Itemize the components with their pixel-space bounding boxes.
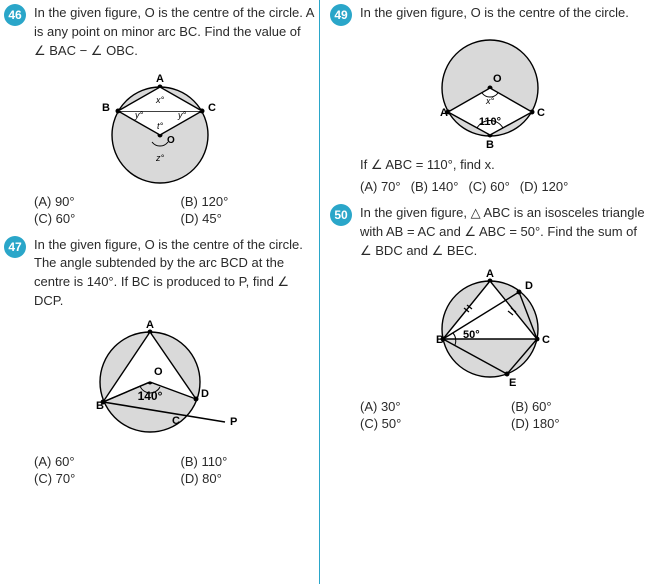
svg-text:A: A: [156, 73, 164, 85]
svg-text:B: B: [102, 102, 110, 114]
svg-text:D: D: [525, 280, 533, 292]
question-49: 49 In the given figure, O is the centre …: [330, 4, 650, 26]
q50-options: (A) 30° (B) 60° (C) 50° (D) 180°: [360, 399, 650, 431]
svg-text:C: C: [208, 102, 216, 114]
q49-text1: In the given figure, O is the centre of …: [360, 4, 650, 26]
svg-text:t°: t°: [156, 121, 163, 131]
svg-text:B: B: [96, 400, 104, 412]
svg-text:x°: x°: [485, 96, 495, 106]
question-46: 46 In the given figure, O is the centre …: [4, 4, 315, 61]
q47-opt-c: (C) 70°: [34, 471, 169, 486]
q47-options: (A) 60° (B) 110° (C) 70° (D) 80°: [34, 454, 315, 486]
q50-opt-a: (A) 30°: [360, 399, 499, 414]
svg-text:x°: x°: [154, 95, 164, 105]
svg-text:C: C: [537, 107, 545, 119]
svg-text:50°: 50°: [463, 329, 480, 341]
question-47: 47 In the given figure, O is the centre …: [4, 236, 315, 311]
badge-49: 49: [330, 4, 352, 26]
svg-text:110°: 110°: [479, 116, 501, 128]
svg-text:E: E: [509, 377, 516, 389]
q50-text: In the given figure, △ ABC is an isoscel…: [360, 204, 650, 261]
q49-text2: If ∠ ABC = 110°, find x.: [360, 157, 650, 173]
q46-opt-b: (B) 120°: [181, 194, 316, 209]
q50-opt-c: (C) 50°: [360, 416, 499, 431]
q47-opt-d: (D) 80°: [181, 471, 316, 486]
left-column: 46 In the given figure, O is the centre …: [0, 0, 320, 584]
svg-text:B: B: [436, 334, 444, 346]
svg-text:C: C: [542, 334, 550, 346]
q47-opt-a: (A) 60°: [34, 454, 169, 469]
svg-text:P: P: [230, 416, 237, 428]
badge-47: 47: [4, 236, 26, 258]
q49-opt-c: (C) 60°: [468, 179, 509, 194]
right-column: 49 In the given figure, O is the centre …: [320, 0, 654, 584]
q46-opt-a: (A) 90°: [34, 194, 169, 209]
q49-opt-d: (D) 120°: [520, 179, 569, 194]
svg-text:B: B: [486, 139, 494, 150]
q49-opt-a: (A) 70°: [360, 179, 401, 194]
q49-options: (A) 70° (B) 140° (C) 60° (D) 120°: [360, 179, 650, 194]
q50-figure: A D B C E 50°: [330, 267, 650, 395]
svg-text:D: D: [201, 388, 209, 400]
svg-text:O: O: [493, 73, 502, 85]
q47-opt-b: (B) 110°: [181, 454, 316, 469]
svg-text:y°: y°: [177, 110, 187, 120]
q50-opt-b: (B) 60°: [511, 399, 650, 414]
svg-text:C: C: [172, 415, 180, 427]
q46-opt-c: (C) 60°: [34, 211, 169, 226]
badge-46: 46: [4, 4, 26, 26]
svg-text:A: A: [486, 268, 494, 280]
q49-figure: O A C B x° 110°: [330, 32, 650, 153]
svg-text:A: A: [146, 319, 154, 331]
q47-text: In the given figure, O is the centre of …: [34, 236, 315, 311]
q50-opt-d: (D) 180°: [511, 416, 650, 431]
q46-opt-d: (D) 45°: [181, 211, 316, 226]
badge-50: 50: [330, 204, 352, 226]
q46-options: (A) 90° (B) 120° (C) 60° (D) 45°: [34, 194, 315, 226]
svg-text:O: O: [167, 135, 175, 146]
question-50: 50 In the given figure, △ ABC is an isos…: [330, 204, 650, 261]
q49-opt-b: (B) 140°: [411, 179, 459, 194]
q46-figure: A B C x° y° y° t° O z°: [4, 67, 315, 190]
svg-text:A: A: [440, 107, 448, 119]
q47-figure: A B C D O P 140°: [4, 317, 315, 450]
svg-text:140°: 140°: [137, 389, 162, 403]
svg-text:y°: y°: [134, 110, 144, 120]
q46-text: In the given figure, O is the centre of …: [34, 4, 315, 61]
svg-text:z°: z°: [154, 153, 164, 163]
svg-text:O: O: [154, 366, 163, 378]
